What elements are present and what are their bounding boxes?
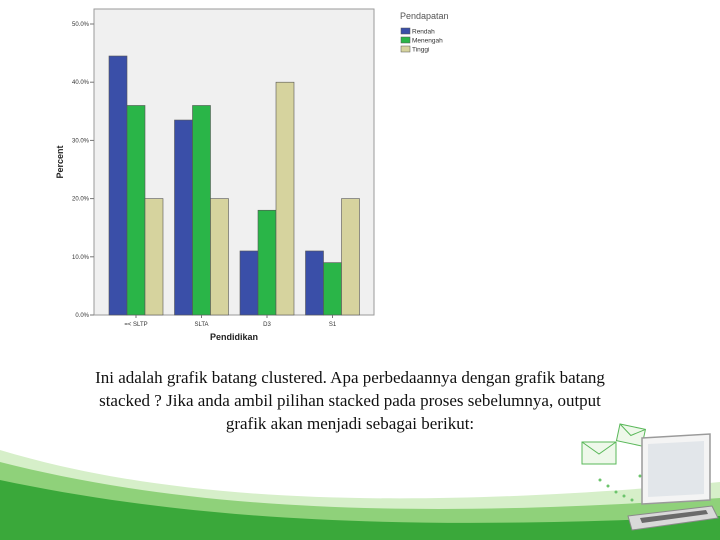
legend-label-rendah: Rendah bbox=[412, 29, 435, 36]
bar-menengah-2 bbox=[257, 209, 277, 316]
y-tick-label: 40.0% bbox=[72, 80, 90, 86]
x-axis: =< SLTP SLTA D3 S1 bbox=[124, 315, 337, 328]
bar-menengah-0 bbox=[126, 105, 146, 316]
footer-decoration bbox=[0, 423, 720, 540]
caption-line: stacked ? Jika anda ambil pilihan stacke… bbox=[99, 391, 601, 410]
envelope-icon bbox=[581, 441, 617, 465]
legend-label-menengah: Menengah bbox=[412, 38, 443, 45]
envelope-icon bbox=[615, 423, 647, 447]
y-tick-label: 30.0% bbox=[72, 138, 90, 144]
y-axis-title: Percent bbox=[55, 145, 65, 178]
legend-swatch-menengah bbox=[400, 36, 411, 44]
legend: Pendapatan Rendah Menengah Tinggi bbox=[400, 11, 449, 54]
bar-rendah-1 bbox=[174, 119, 193, 316]
bar-rendah-0 bbox=[108, 55, 128, 316]
caption-line: grafik akan menjadi sebagai berikut: bbox=[225, 414, 475, 433]
x-tick-label: D3 bbox=[263, 322, 271, 328]
legend-swatch-rendah bbox=[400, 27, 411, 35]
wave-dark bbox=[0, 480, 720, 540]
bar-rendah-3 bbox=[305, 250, 324, 316]
x-axis-title: Pendidikan bbox=[210, 332, 258, 342]
x-tick-label: =< SLTP bbox=[124, 322, 147, 328]
x-tick-label: S1 bbox=[329, 322, 337, 328]
caption: Ini adalah grafik batang clustered. Apa … bbox=[30, 366, 670, 435]
bar-menengah-1 bbox=[192, 105, 211, 316]
bar-tinggi-2 bbox=[275, 81, 295, 316]
caption-line: Ini adalah grafik batang clustered. Apa … bbox=[95, 368, 605, 387]
legend-title: Pendapatan bbox=[400, 11, 449, 21]
y-tick-label: 0.0% bbox=[75, 313, 89, 319]
clustered-bar-chart: 0.0% 10.0% 20.0% 30.0% 40.0% 50.0% =< SLTP SLT… bbox=[55, 8, 449, 342]
y-tick-label: 20.0% bbox=[72, 197, 90, 203]
y-axis: 0.0% 10.0% 20.0% 30.0% 40.0% 50.0% bbox=[72, 22, 94, 319]
bar-tinggi-3 bbox=[341, 198, 360, 316]
bar-tinggi-0 bbox=[144, 198, 164, 316]
legend-swatch-tinggi bbox=[400, 45, 411, 53]
bar-rendah-2 bbox=[239, 250, 259, 316]
x-tick-label: SLTA bbox=[194, 322, 208, 328]
bar-menengah-3 bbox=[323, 262, 342, 316]
y-tick-label: 10.0% bbox=[72, 255, 90, 261]
laptop-icon bbox=[627, 433, 719, 531]
bar-tinggi-1 bbox=[210, 198, 229, 316]
bars bbox=[108, 55, 360, 316]
y-tick-label: 50.0% bbox=[72, 22, 90, 28]
legend-label-tinggi: Tinggi bbox=[412, 47, 429, 54]
